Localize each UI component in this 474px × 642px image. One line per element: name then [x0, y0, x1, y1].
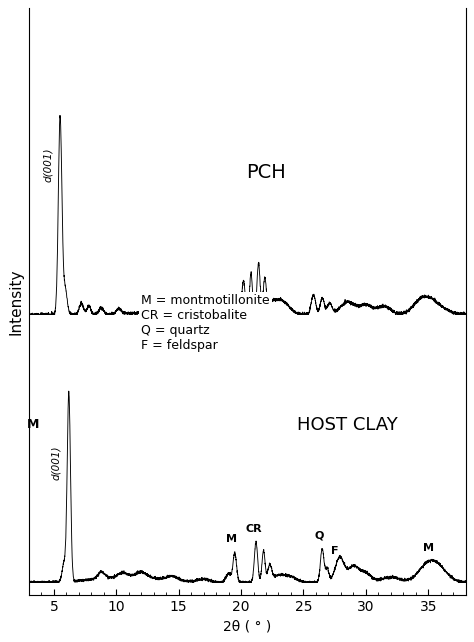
Text: Q: Q [315, 531, 324, 541]
Text: d(001): d(001) [51, 446, 61, 480]
Text: F: F [331, 546, 338, 556]
X-axis label: 2θ ( ° ): 2θ ( ° ) [223, 620, 272, 634]
Text: PCH: PCH [246, 163, 286, 182]
Text: M: M [27, 418, 39, 431]
Text: d(001): d(001) [43, 148, 53, 182]
Text: CR: CR [245, 523, 262, 534]
Text: M: M [226, 534, 237, 544]
Text: M = montmotillonite
CR = cristobalite
Q = quartz
F = feldspar: M = montmotillonite CR = cristobalite Q … [141, 294, 270, 352]
Text: HOST CLAY: HOST CLAY [297, 417, 398, 435]
Y-axis label: Intensity: Intensity [9, 268, 23, 335]
Text: M: M [423, 542, 434, 553]
